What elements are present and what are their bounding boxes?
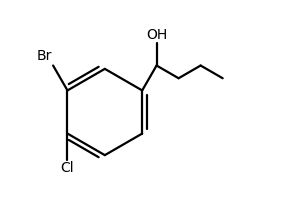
Text: Br: Br (37, 49, 52, 63)
Text: OH: OH (146, 28, 167, 42)
Text: Cl: Cl (61, 161, 74, 175)
